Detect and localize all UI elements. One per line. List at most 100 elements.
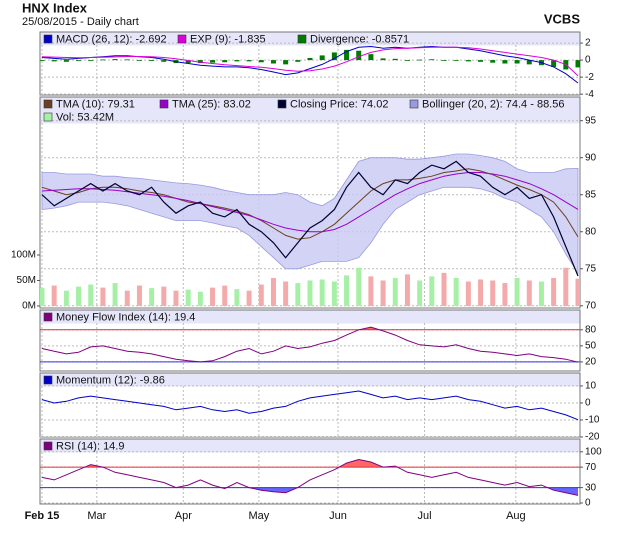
volume-bar [563, 267, 569, 306]
legend-label: Vol: 53.42M [56, 111, 114, 123]
x-tick-label: Jun [329, 510, 347, 522]
divergence-bar [404, 60, 410, 61]
volume-bar [283, 281, 289, 306]
legend-label: Divergence: -0.8571 [310, 33, 409, 45]
y-tick-label: 90 [585, 152, 597, 163]
y-tick-label: 70 [585, 462, 597, 473]
indicator-line [41, 326, 579, 363]
volume-bar [429, 276, 435, 306]
legend-strip [40, 97, 580, 124]
chart-subtitle: 25/08/2015 - Daily chart [22, 16, 139, 28]
volume-bar [453, 277, 459, 306]
volume-bar [51, 285, 57, 306]
volume-bar [331, 281, 337, 306]
volume-bar [307, 280, 313, 306]
price-line [41, 160, 579, 277]
x-tick-label: Apr [175, 510, 192, 522]
volume-bar [490, 280, 496, 306]
divergence-bar [185, 60, 191, 64]
legend-strip [40, 310, 580, 324]
divergence-bar [63, 60, 69, 62]
plot-area [40, 120, 580, 308]
volume-bar [392, 277, 398, 306]
y-tick-label: 80 [585, 226, 597, 237]
volume-bar [575, 278, 580, 306]
y-tick-label: 2 [585, 38, 591, 49]
y2-tick-label: 100M [11, 250, 36, 261]
divergence-bar [356, 50, 362, 61]
volume-bar [246, 290, 252, 306]
volume-bar [465, 281, 471, 306]
indicator-line [41, 458, 579, 496]
x-tick-label: May [248, 510, 269, 522]
legend-label: Closing Price: 74.02 [290, 98, 388, 110]
plot-area [40, 42, 580, 95]
volume-bar [368, 276, 374, 306]
legend-swatch [43, 99, 53, 109]
legend-label: EXP (9): -1.835 [190, 33, 266, 45]
volume-bar [538, 281, 544, 306]
divergence-bar [295, 60, 301, 62]
divergence-bar [161, 60, 167, 62]
legend-strip [40, 32, 580, 46]
volume-bar [40, 288, 45, 306]
x-tick-label: Jul [417, 510, 431, 522]
plot-area [40, 451, 580, 504]
volume-bar [124, 290, 130, 306]
indicator-line [41, 390, 579, 421]
volume-bar [173, 290, 179, 306]
volume-bar [404, 274, 410, 306]
bollinger-band [41, 153, 579, 275]
x-tick-label: Aug [506, 510, 526, 522]
legend-swatch [43, 312, 53, 322]
legend-label: TMA (25): 83.02 [172, 98, 251, 110]
y-tick-label: 0 [585, 398, 591, 409]
legend-swatch [159, 99, 169, 109]
legend-label: Bollinger (20, 2): 74.4 - 88.56 [422, 98, 564, 110]
volume-bar [380, 280, 386, 306]
divergence-bar [307, 57, 313, 61]
threshold-fill [221, 487, 578, 496]
threshold-fill [84, 459, 398, 468]
x-tick-label: Feb 15 [25, 510, 60, 522]
legend-swatch [177, 34, 187, 44]
indicator-line [41, 46, 579, 77]
legend-swatch [297, 34, 307, 44]
divergence-bar [514, 60, 520, 64]
volume-bar [185, 289, 191, 306]
y-tick-label: 0 [585, 498, 591, 509]
divergence-bar [112, 59, 118, 61]
volume-bar [76, 286, 82, 306]
volume-bar [417, 280, 423, 306]
volume-bar [319, 279, 325, 306]
divergence-bar [380, 58, 386, 61]
divergence-bar [234, 60, 240, 62]
divergence-bar [76, 60, 82, 61]
y2-tick-label: 50M [17, 275, 36, 286]
volume-bar [112, 283, 118, 306]
divergence-bar [453, 60, 459, 61]
y-tick-label: -20 [585, 432, 600, 443]
divergence-bar [258, 60, 264, 63]
legend-strip [40, 439, 580, 453]
volume-bar [161, 286, 167, 306]
y-tick-label: 80 [585, 324, 597, 335]
y-tick-label: 50 [585, 340, 597, 351]
legend-label: Momentum (12): -9.86 [56, 374, 165, 386]
volume-bar [344, 275, 350, 306]
plot-area [40, 323, 580, 371]
divergence-bar [246, 60, 252, 62]
y-tick-label: 10 [585, 381, 597, 392]
legend-strip [40, 373, 580, 387]
divergence-bar [100, 59, 106, 61]
y-tick-label: 75 [585, 263, 597, 274]
legend-swatch [43, 112, 53, 122]
divergence-bar [319, 55, 325, 61]
divergence-bar [344, 49, 350, 61]
legend-swatch [43, 375, 53, 385]
brand: VCBS [544, 11, 580, 26]
volume-bar [222, 285, 228, 306]
y-tick-label: 20 [585, 357, 597, 368]
y2-tick-label: 0M [22, 301, 36, 312]
